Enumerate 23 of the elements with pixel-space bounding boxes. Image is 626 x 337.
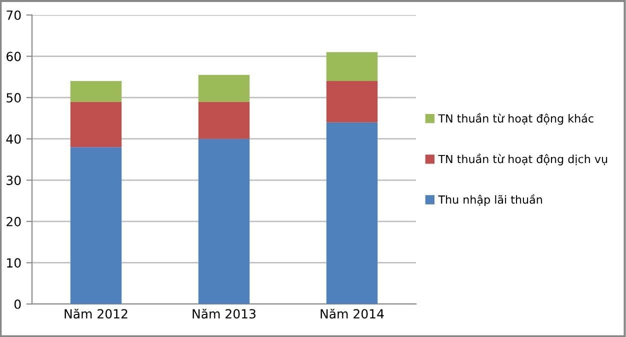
bar	[198, 138, 250, 304]
bar	[198, 102, 250, 139]
legend-label: TN thuần từ hoạt động khác	[438, 113, 594, 125]
y-tick-label: 20	[6, 216, 21, 226]
bar	[198, 74, 250, 102]
bar	[326, 81, 378, 122]
y-tick-label: 0	[14, 299, 21, 309]
bar	[326, 122, 378, 304]
y-tick-label: 10	[7, 258, 21, 268]
y-tick-label: 70	[6, 10, 21, 20]
bar	[70, 102, 122, 148]
y-tick-label: 40	[6, 134, 21, 144]
x-tick-label: Năm 2012	[64, 308, 128, 319]
x-tick-label: Năm 2014	[320, 308, 384, 319]
bar	[70, 81, 122, 102]
bar	[326, 52, 378, 82]
y-tick-label: 60	[6, 52, 21, 62]
legend-label: Thu nhập lãi thuần	[438, 194, 542, 206]
y-tick-label: 30	[6, 176, 21, 186]
x-tick-label: Năm 2013	[192, 308, 256, 319]
legend-label: TN thuần từ hoạt động dịch vụ	[438, 154, 608, 166]
y-tick-label: 50	[6, 93, 21, 102]
bar	[70, 147, 122, 304]
